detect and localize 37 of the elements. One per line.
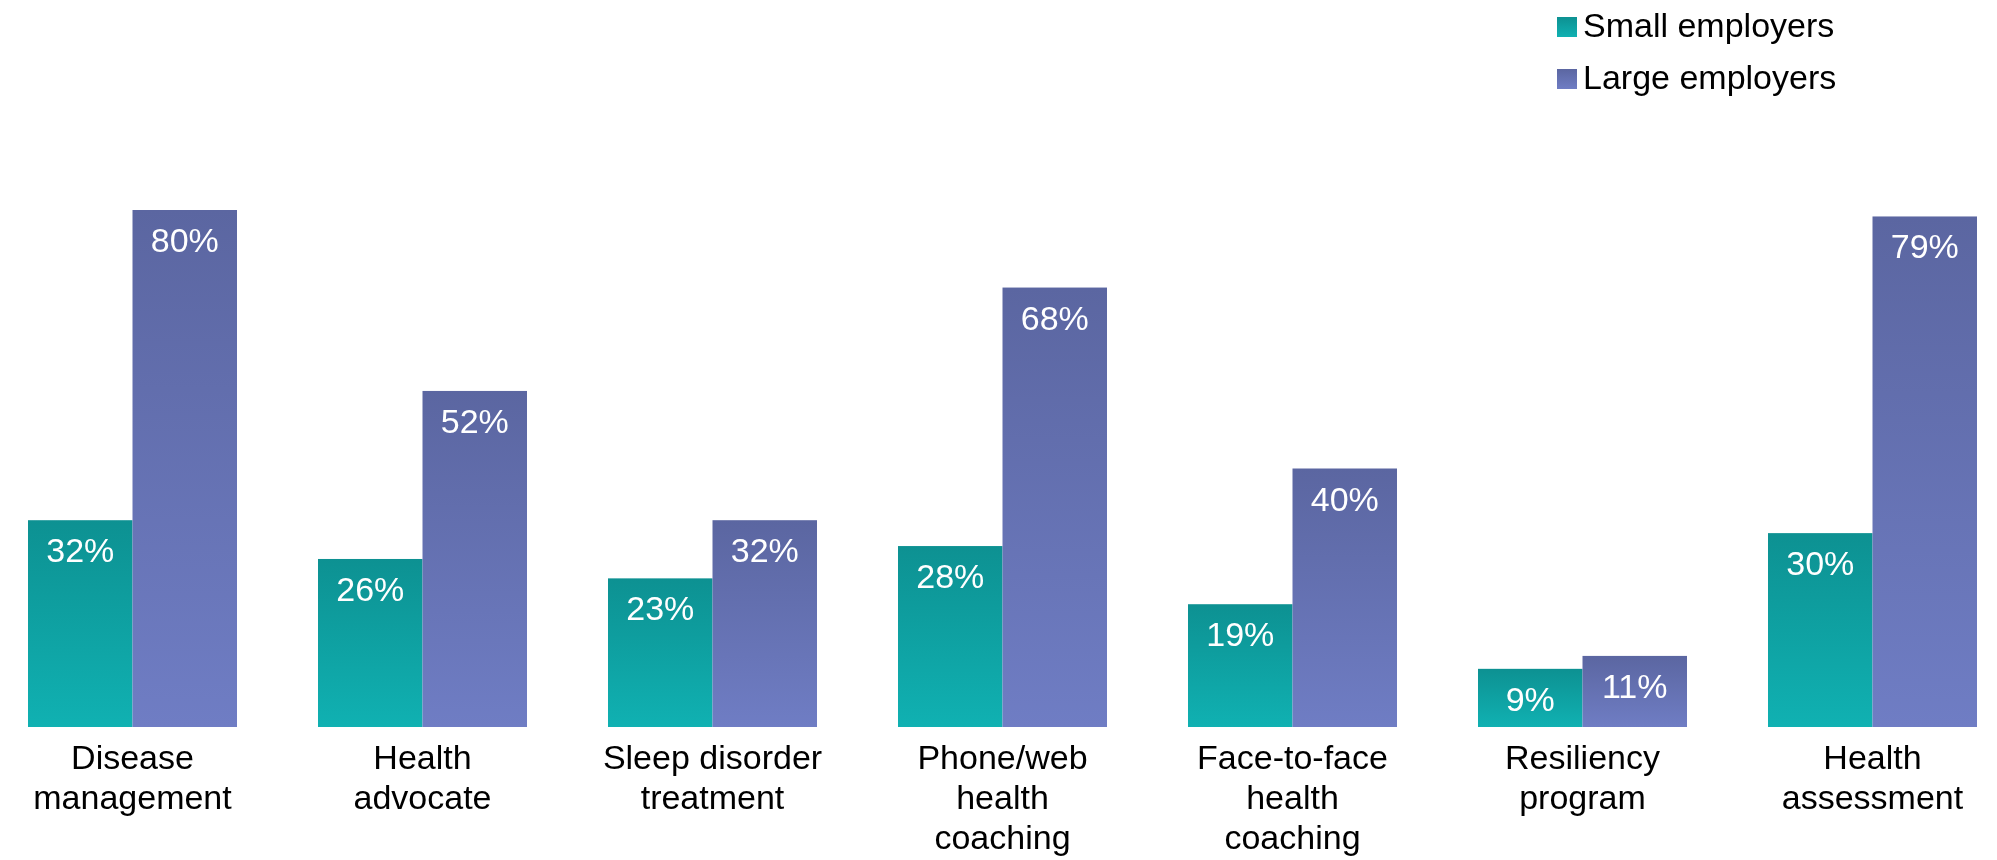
x-tick-label: Resiliency program <box>1505 738 1660 816</box>
bar <box>898 546 1003 727</box>
bar <box>1582 655 1687 727</box>
bar <box>1188 604 1293 727</box>
bar <box>608 578 713 727</box>
x-tick-label: Health advocate <box>353 738 492 816</box>
x-tick-label: Disease management <box>33 738 233 816</box>
bar <box>1002 287 1107 727</box>
bar <box>318 558 423 727</box>
data-label: 30% <box>1786 544 1855 583</box>
data-label: 19% <box>1206 615 1275 654</box>
data-label: 79% <box>1890 227 1959 266</box>
data-label: 32% <box>46 531 115 570</box>
data-label: 80% <box>150 221 219 259</box>
data-label: 23% <box>626 589 695 628</box>
x-tick-label: Phone/web health coaching <box>917 738 1088 856</box>
data-label: 11% <box>1601 666 1668 705</box>
bar <box>1478 668 1583 727</box>
data-label: 40% <box>1310 479 1379 518</box>
data-label: 26% <box>336 569 405 608</box>
bar <box>1768 533 1873 727</box>
legend-label: Large employers <box>1583 57 1837 96</box>
bar <box>132 210 237 727</box>
x-tick-label: Sleep disorder treatment <box>602 738 823 816</box>
data-label: 9% <box>1505 679 1555 718</box>
data-label: 28% <box>916 557 985 596</box>
x-tick-label: Health assessment <box>1781 738 1964 816</box>
data-label: 52% <box>440 401 509 440</box>
bar <box>1292 468 1397 727</box>
bar <box>422 390 527 727</box>
bar <box>28 520 133 727</box>
x-tick-label: Face-to-face health coaching <box>1197 738 1388 856</box>
bar <box>712 520 817 727</box>
bar <box>1872 216 1977 727</box>
legend-label: Small employers <box>1583 5 1835 44</box>
data-label: 68% <box>1020 298 1089 337</box>
data-label: 32% <box>730 531 799 570</box>
